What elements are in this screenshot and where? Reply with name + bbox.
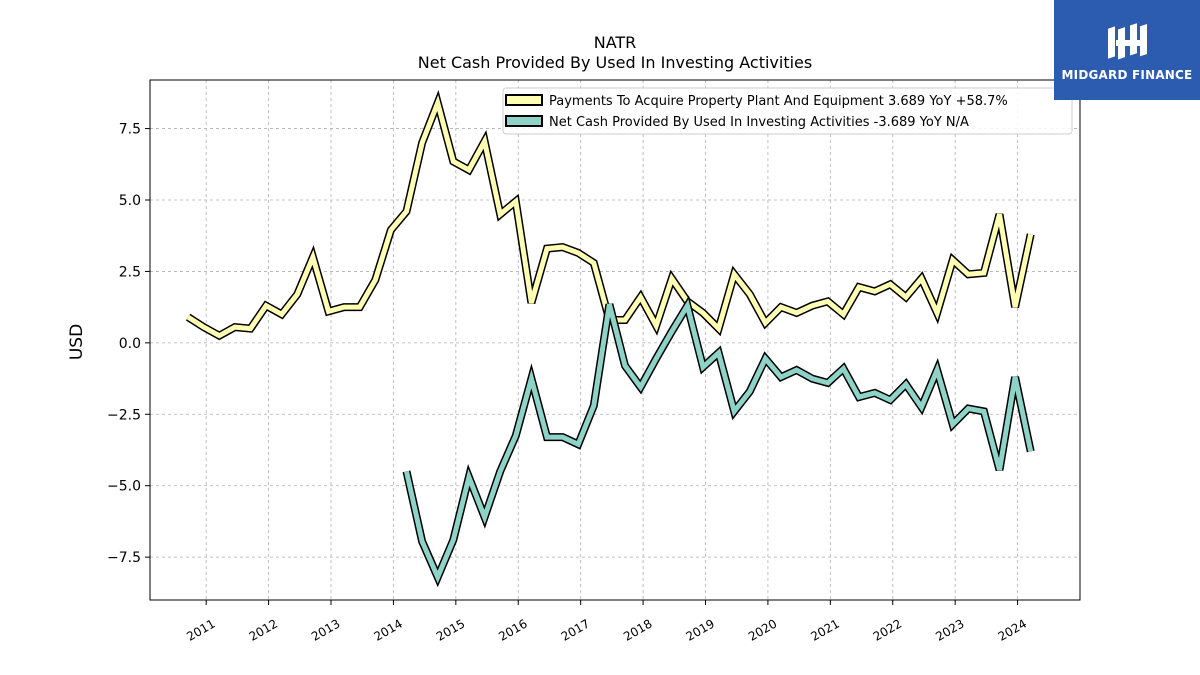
- x-tick-label: 2020: [746, 616, 779, 643]
- series-line-outline: [402, 295, 1035, 588]
- legend-swatch: [505, 94, 543, 106]
- legend-label: Payments To Acquire Property Plant And E…: [549, 94, 1008, 109]
- legend: Payments To Acquire Property Plant And E…: [502, 87, 1073, 135]
- y-axis-label: USD: [67, 324, 87, 360]
- x-axis: 2011 2012 2013 2014 2015 2016 2017 2018 2019 2020…: [184, 600, 1029, 644]
- plot-frame: [149, 79, 1081, 601]
- x-tick-label: 2016: [496, 616, 529, 643]
- x-tick-label: 2022: [871, 616, 904, 643]
- legend-box: [502, 87, 1073, 135]
- x-tick-label: 2013: [309, 616, 342, 643]
- chart-title: NATR: [594, 33, 637, 52]
- x-tick-label: 2023: [933, 616, 966, 643]
- brand-name: MIDGARD FINANCE: [1061, 68, 1193, 82]
- y-axis: 7.5 5.0 2.5 0.0 −2.5 −5.0 −7.5: [107, 122, 150, 566]
- series-line: [404, 299, 1034, 584]
- x-tick-label: 2011: [184, 616, 217, 643]
- x-tick-label: 2021: [808, 616, 841, 643]
- y-tick-label: 5.0: [119, 193, 141, 209]
- x-tick-label: 2017: [559, 616, 592, 643]
- chart-subtitle: Net Cash Provided By Used In Investing A…: [418, 53, 812, 72]
- y-tick-label: −2.5: [107, 407, 141, 423]
- x-tick-label: 2024: [996, 616, 1029, 643]
- series-layer: [185, 90, 1035, 588]
- legend-label: Net Cash Provided By Used In Investing A…: [549, 115, 969, 130]
- y-tick-label: −7.5: [107, 550, 141, 566]
- x-tick-label: 2015: [434, 616, 467, 643]
- series-line-outline: [185, 90, 1035, 341]
- grid-lines: [150, 80, 1080, 600]
- legend-swatch: [505, 115, 543, 127]
- y-tick-label: 7.5: [119, 122, 141, 138]
- x-tick-label: 2019: [684, 616, 717, 643]
- x-tick-label: 2018: [621, 616, 654, 643]
- brand-logo: MIDGARD FINANCE: [1054, 0, 1200, 100]
- x-tick-label: 2012: [247, 616, 280, 643]
- y-tick-label: 0.0: [119, 336, 141, 352]
- x-tick-label: 2014: [371, 616, 404, 643]
- y-tick-label: −5.0: [107, 479, 141, 495]
- midgard-logo-icon: [1108, 23, 1147, 60]
- y-tick-label: 2.5: [119, 264, 141, 280]
